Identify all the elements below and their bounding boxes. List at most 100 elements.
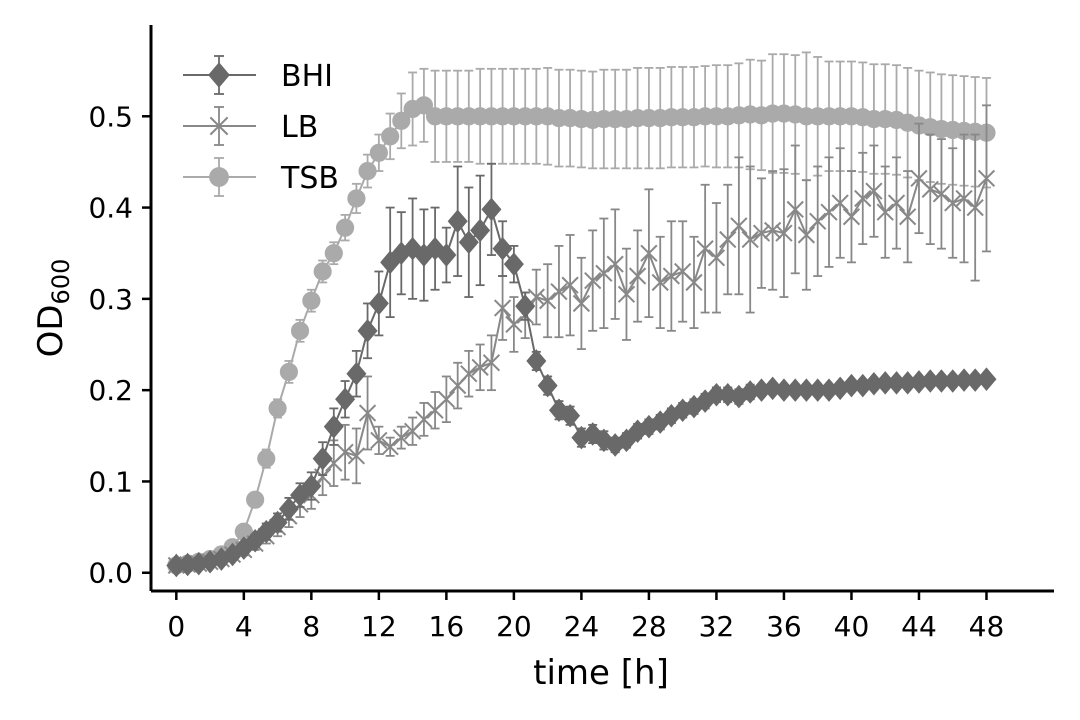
x-marker-stroke — [696, 240, 714, 258]
lb-point — [977, 169, 996, 187]
lb-point — [381, 438, 399, 456]
bhi-point — [323, 414, 344, 439]
x-marker-stroke — [719, 230, 737, 249]
bhi-point — [447, 209, 468, 234]
x-marker-stroke — [876, 203, 894, 221]
lb-point — [415, 410, 433, 429]
x-marker-stroke — [786, 200, 804, 219]
lb-point — [370, 431, 388, 449]
x-axis-title: time [h] — [533, 653, 669, 693]
bhi-point — [481, 197, 502, 222]
y-axis-title-subscript: 600 — [47, 259, 75, 305]
tsb-point — [336, 218, 355, 237]
legend-label: LB — [281, 110, 318, 145]
x-marker-stroke — [482, 354, 501, 372]
x-marker-stroke — [209, 116, 229, 136]
x-marker-stroke — [741, 230, 759, 249]
x-tick-label: 40 — [834, 610, 870, 643]
x-marker-stroke — [381, 438, 399, 456]
bhi-point — [357, 319, 378, 343]
lb-point — [606, 255, 624, 273]
x-marker-stroke — [932, 185, 951, 203]
x-marker-stroke — [651, 273, 669, 292]
lb-point — [921, 180, 939, 198]
lb-point — [696, 240, 714, 258]
bhi-point — [301, 474, 322, 498]
x-marker-stroke — [966, 198, 984, 217]
tsb-point — [313, 262, 332, 281]
lb-point — [955, 189, 973, 208]
bhi-point — [560, 403, 581, 428]
lb-point — [797, 226, 816, 244]
tsb-point — [347, 189, 366, 208]
tsb-point — [392, 111, 411, 130]
y-tick-label: 0.5 — [88, 100, 133, 133]
lb-point — [595, 264, 613, 282]
x-marker-stroke — [640, 244, 658, 262]
x-marker-stroke — [493, 299, 512, 317]
tsb-point — [246, 490, 265, 509]
x-tick-label: 8 — [302, 610, 320, 643]
x-tick-label: 28 — [631, 610, 667, 643]
lb-point — [685, 273, 703, 292]
legend-marker — [209, 116, 229, 136]
lb-point — [707, 249, 726, 267]
x-marker-stroke — [820, 203, 838, 221]
x-marker-stroke — [685, 273, 703, 292]
lb-point — [539, 292, 557, 310]
x-marker-stroke — [505, 315, 523, 334]
y-tick-label: 0.2 — [88, 374, 133, 407]
tsb-point — [358, 161, 377, 181]
bhi-point — [368, 291, 389, 316]
x-marker-stroke — [347, 447, 366, 465]
lb-point — [854, 189, 872, 208]
x-marker-stroke — [831, 194, 849, 212]
bhi-point — [278, 497, 299, 521]
x-marker-stroke — [437, 390, 456, 408]
lb-point — [561, 276, 579, 294]
x-tick-label: 44 — [901, 610, 937, 643]
lb-point — [786, 200, 804, 219]
legend-item-tsb: TSB — [183, 157, 339, 197]
lb-point — [730, 217, 748, 235]
lb-point — [899, 208, 917, 226]
x-marker-stroke — [944, 194, 962, 212]
bhi-point — [976, 367, 997, 391]
x-marker-stroke — [561, 276, 579, 294]
x-marker-stroke — [842, 208, 861, 226]
x-marker-stroke — [910, 169, 928, 187]
lb-point — [719, 230, 737, 249]
x-marker-stroke — [865, 182, 883, 200]
bhi-point — [470, 218, 491, 243]
lb-point — [493, 299, 512, 317]
x-tick-label: 12 — [361, 610, 397, 643]
y-tick-label: 0.3 — [88, 283, 133, 316]
bhi-point — [526, 349, 547, 373]
lb-point — [876, 203, 894, 221]
x-marker-stroke — [572, 294, 591, 313]
legend-marker — [209, 167, 229, 187]
plot-area — [166, 51, 997, 578]
y-axis-title: OD600 — [31, 259, 75, 358]
lb-point — [482, 354, 501, 372]
x-marker-stroke — [370, 431, 388, 449]
x-marker-stroke — [674, 262, 692, 281]
x-marker-stroke — [606, 255, 624, 273]
lb-point — [662, 267, 680, 285]
x-marker-stroke — [752, 224, 771, 242]
x-marker-stroke — [336, 443, 354, 461]
x-tick-label: 20 — [496, 610, 532, 643]
x-marker-stroke — [797, 226, 816, 244]
x-marker-stroke — [460, 365, 478, 383]
x-tick-label: 4 — [235, 610, 253, 643]
lb-point — [358, 404, 377, 422]
lb-point — [775, 224, 793, 242]
lb-point — [460, 365, 478, 383]
bhi-point — [492, 236, 513, 261]
lb-point — [887, 194, 906, 212]
x-marker-stroke — [595, 264, 613, 282]
lb-point — [347, 447, 366, 465]
bhi-point — [582, 422, 603, 446]
legend-marker — [208, 62, 230, 88]
